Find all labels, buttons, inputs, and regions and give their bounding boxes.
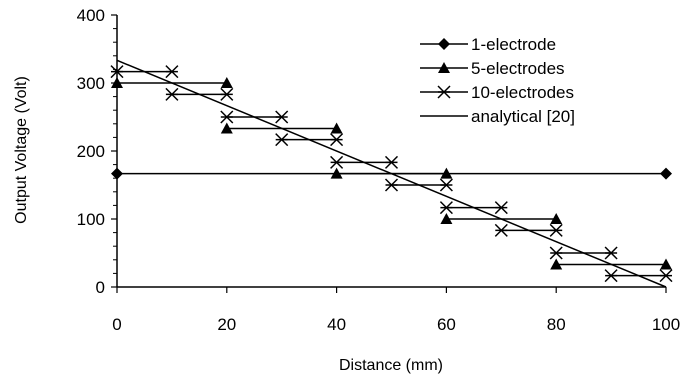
legend-label: 1-electrode bbox=[471, 35, 556, 54]
data-point-10-electrodes bbox=[165, 87, 179, 101]
data-point-10-electrodes bbox=[549, 246, 563, 260]
legend-entry-1-electrode: 1-electrode bbox=[420, 35, 556, 54]
data-point-10-electrodes-stroke bbox=[220, 87, 234, 101]
legend-label: 10-electrodes bbox=[471, 83, 574, 102]
x-tick-label: 60 bbox=[437, 315, 456, 334]
x-tick-label: 0 bbox=[112, 315, 121, 334]
data-point-10-electrodes-stroke bbox=[494, 201, 508, 215]
data-point-10-electrodes-stroke bbox=[384, 155, 399, 169]
legend-marker bbox=[438, 38, 450, 50]
data-point-10-electrodes bbox=[494, 201, 508, 215]
x-tick-label: 20 bbox=[217, 315, 236, 334]
data-point-10-electrodes bbox=[220, 110, 234, 124]
data-point-10-electrodes bbox=[330, 133, 344, 147]
data-point-10-electrodes bbox=[439, 201, 453, 215]
data-point-10-electrodes-stroke bbox=[275, 133, 289, 147]
data-point-10-electrodes bbox=[659, 269, 673, 283]
data-point-10-electrodes-stroke bbox=[165, 87, 179, 101]
x-tick-label: 80 bbox=[547, 315, 566, 334]
data-point-10-electrodes bbox=[220, 87, 234, 101]
data-point-10-electrodes bbox=[330, 155, 344, 169]
x-tick-label: 100 bbox=[652, 315, 680, 334]
data-point-5-electrodes bbox=[220, 77, 233, 88]
axes: 0 100 200 300 400 0 20 40 60 80 100 bbox=[77, 6, 681, 334]
data-point-10-electrodes-stroke bbox=[330, 133, 344, 147]
data-point-10-electrodes bbox=[165, 65, 179, 79]
series-analytical-20 bbox=[116, 59, 667, 288]
data-point-10-electrodes bbox=[439, 178, 453, 192]
x-axis-title: Distance (mm) bbox=[339, 357, 443, 374]
y-tick-label: 400 bbox=[77, 6, 105, 25]
data-point-10-electrodes bbox=[549, 223, 563, 237]
y-tick-label: 200 bbox=[77, 142, 105, 161]
x-tick-label: 40 bbox=[327, 315, 346, 334]
legend-entry-analytical-20: analytical [20] bbox=[420, 107, 575, 126]
data-point-10-electrodes-stroke bbox=[604, 269, 618, 283]
data-point-5-electrodes bbox=[440, 213, 453, 224]
data-point-10-electrodes-stroke bbox=[604, 246, 618, 260]
data-point-10-electrodes-stroke bbox=[330, 155, 344, 169]
y-tick-label: 100 bbox=[77, 210, 105, 229]
data-point-10-electrodes bbox=[275, 133, 289, 147]
data-point-1-electrode bbox=[660, 167, 672, 180]
plot-area bbox=[110, 59, 673, 288]
data-point-10-electrodes-stroke bbox=[275, 110, 289, 124]
y-axis-title: Output Voltage (Volt) bbox=[13, 76, 30, 224]
legend-label: 5-electrodes bbox=[471, 59, 565, 78]
data-point-10-electrodes-stroke bbox=[659, 269, 673, 283]
y-tick-label: 300 bbox=[77, 74, 105, 93]
y-tick-label: 0 bbox=[96, 278, 105, 297]
data-point-10-electrodes bbox=[604, 246, 618, 260]
data-point-5-electrodes bbox=[550, 213, 563, 224]
data-point-5-electrodes bbox=[220, 122, 233, 134]
legend: 1-electrode 5-electrodes 10-electrodes anal… bbox=[420, 35, 575, 126]
data-point-10-electrodes bbox=[384, 178, 399, 192]
data-point-10-electrodes-stroke bbox=[549, 246, 563, 260]
data-point-10-electrodes bbox=[494, 223, 508, 237]
data-point-10-electrodes-stroke bbox=[439, 178, 453, 192]
data-point-10-electrodes bbox=[384, 155, 399, 169]
data-point-5-electrodes bbox=[330, 167, 343, 179]
data-point-10-electrodes-stroke bbox=[494, 223, 508, 237]
legend-entry-5-electrodes: 5-electrodes bbox=[420, 59, 565, 78]
data-point-5-electrodes bbox=[440, 167, 453, 179]
legend-label: analytical [20] bbox=[471, 107, 575, 126]
data-point-10-electrodes bbox=[275, 110, 289, 124]
legend-marker-stroke bbox=[437, 85, 451, 99]
data-point-10-electrodes-stroke bbox=[220, 110, 234, 124]
series-line-analytical-20 bbox=[116, 59, 667, 288]
data-point-5-electrodes bbox=[550, 258, 563, 270]
data-point-5-electrodes bbox=[660, 258, 672, 270]
data-point-10-electrodes-stroke bbox=[165, 65, 179, 79]
data-point-10-electrodes-stroke bbox=[384, 178, 399, 192]
data-point-10-electrodes-stroke bbox=[549, 223, 563, 237]
data-point-10-electrodes-stroke bbox=[439, 201, 453, 215]
data-point-5-electrodes bbox=[330, 122, 343, 134]
legend-marker bbox=[438, 62, 450, 73]
series-5-electrodes bbox=[111, 77, 672, 270]
data-point-10-electrodes bbox=[604, 269, 618, 283]
legend-marker bbox=[437, 85, 451, 99]
legend-entry-10-electrodes: 10-electrodes bbox=[420, 83, 574, 102]
